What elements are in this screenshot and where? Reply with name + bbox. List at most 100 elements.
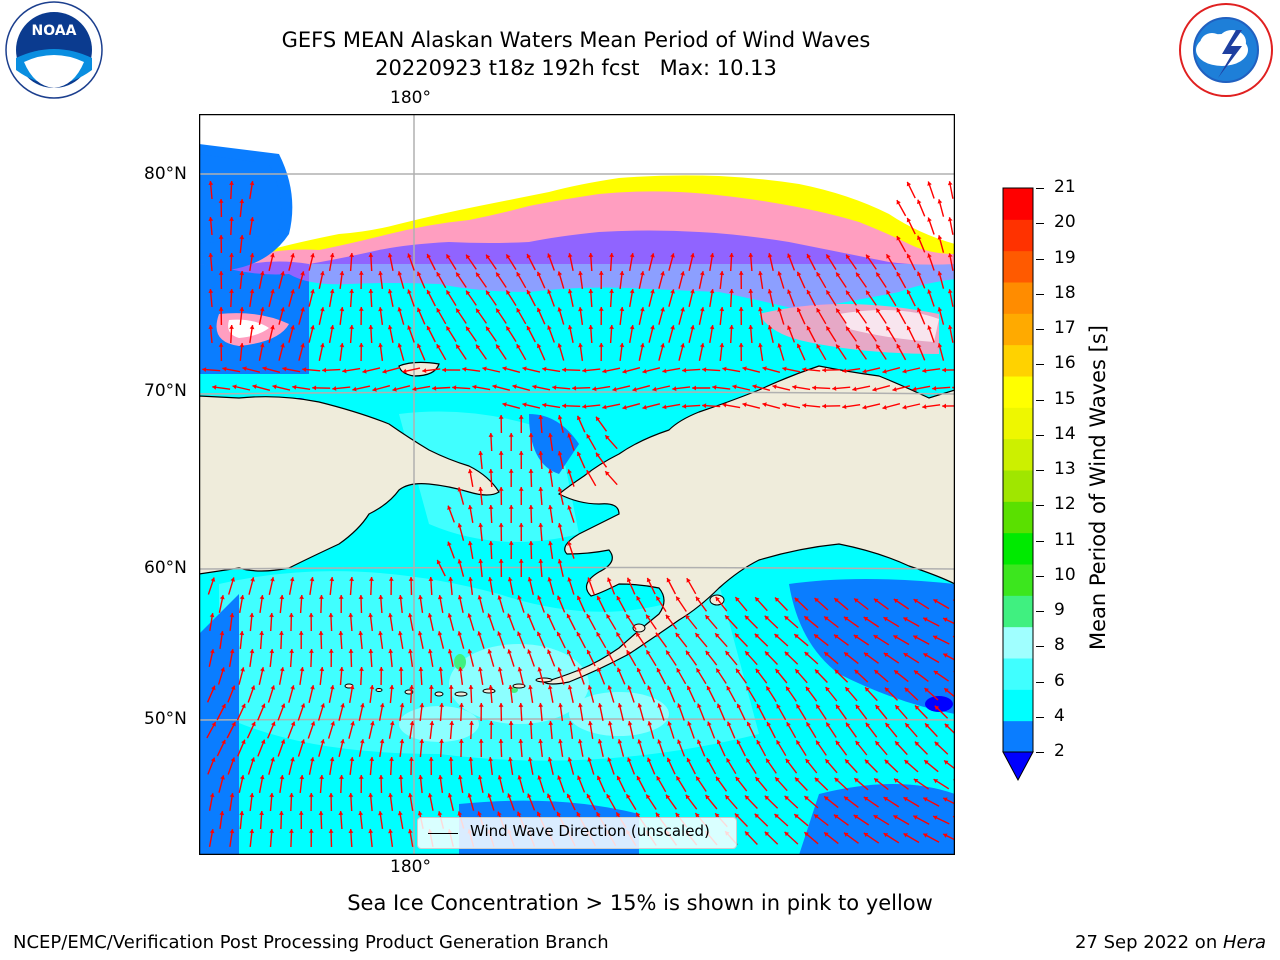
wave-direction-arrowhead: [557, 343, 563, 348]
wave-direction-arrowhead: [766, 686, 771, 691]
wave-direction-arrowhead: [537, 595, 542, 600]
wave-direction-arrowhead: [310, 253, 315, 258]
wave-direction-arrowhead: [826, 290, 831, 295]
wave-direction-arrowhead: [202, 367, 207, 372]
wave-direction-arrowhead: [742, 402, 747, 408]
wave-direction-arrowhead: [640, 271, 645, 276]
wave-direction-arrowhead: [557, 487, 563, 492]
wave-direction-arrowhead: [557, 559, 563, 564]
wave-direction-arrowhead: [309, 649, 314, 653]
wave-direction-arrowhead: [378, 595, 384, 599]
colorbar-tick-label: 13: [1054, 459, 1076, 479]
wave-direction-arrowhead: [676, 668, 681, 673]
wave-direction-arrowhead: [642, 404, 647, 410]
wave-direction-arrowhead: [602, 404, 607, 410]
wave-direction-arrowhead: [209, 793, 215, 798]
wave-direction-arrowhead: [518, 451, 524, 455]
wave-direction-arrowhead: [209, 829, 215, 834]
wave-direction-arrowhead: [488, 721, 494, 725]
wave-direction-arrowhead: [218, 235, 224, 239]
wave-direction-arrowhead: [498, 739, 504, 743]
wave-direction-arrowhead: [588, 253, 594, 257]
wave-direction-arrowhead: [896, 236, 901, 241]
wave-direction-arrowhead: [912, 386, 917, 392]
wave-direction-arrowhead: [388, 577, 394, 581]
wave-direction-arrowhead: [578, 343, 583, 348]
wave-direction-arrowhead: [290, 253, 295, 258]
wave-direction-arrowhead: [467, 613, 472, 618]
wave-direction-arrowhead: [249, 253, 255, 258]
wave-direction-arrowhead: [762, 402, 767, 407]
wave-direction-arrowhead: [339, 307, 345, 312]
wave-direction-arrowhead: [508, 721, 514, 725]
wave-direction-arrowhead: [508, 469, 514, 473]
lat-label-70: 70°N: [144, 381, 187, 401]
wave-direction-arrowhead: [427, 793, 433, 798]
colorbar-tick-label: 2: [1054, 741, 1065, 761]
colorbar-tick-label: 6: [1054, 670, 1065, 691]
wave-direction-arrowhead: [508, 433, 514, 437]
wave-direction-arrowhead: [715, 813, 720, 818]
colorbar-tick-label: 18: [1054, 282, 1076, 303]
wave-direction-arrowhead: [259, 595, 265, 600]
wave-direction-arrowhead: [716, 739, 722, 745]
wave-direction-arrowhead: [418, 595, 423, 600]
wave-direction-arrowhead: [709, 289, 715, 294]
wave-direction-arrowhead: [927, 253, 932, 258]
wave-direction-arrowhead: [836, 308, 841, 313]
wave-direction-arrowhead: [662, 404, 667, 410]
wave-direction-arrowhead: [670, 325, 675, 330]
wave-direction-arrowhead: [512, 384, 517, 389]
wave-direction-arrowhead: [389, 685, 395, 690]
wave-direction-arrowhead: [646, 577, 652, 583]
wave-direction-arrowhead: [557, 415, 563, 420]
wave-direction-arrowhead: [542, 402, 547, 408]
wave-direction-arrowhead: [497, 775, 503, 780]
chart-title: GEFS MEAN Alaskan Waters Mean Period of …: [281, 28, 871, 52]
wave-direction-arrowhead: [378, 811, 383, 816]
wave-direction-arrowhead: [864, 652, 869, 657]
wave-direction-arrowhead: [498, 703, 504, 707]
wave-direction-arrowhead: [719, 343, 725, 348]
wave-direction-arrowhead: [496, 344, 501, 349]
colorbar-tick-mark: [1036, 716, 1044, 718]
wave-direction-arrowhead: [370, 721, 375, 726]
colorbar-band: [1003, 313, 1033, 346]
wave-direction-arrowhead: [269, 793, 275, 797]
svg-text:NOAA: NOAA: [32, 23, 77, 39]
wave-direction-arrowhead: [339, 343, 345, 348]
wave-direction-arrowhead: [477, 811, 482, 816]
wave-direction-arrowhead: [538, 451, 544, 455]
wave-direction-arrowhead: [290, 757, 295, 762]
wave-direction-arrowhead: [290, 325, 295, 330]
wave-direction-arrowhead: [836, 272, 841, 277]
wave-direction-arrowhead: [457, 523, 463, 528]
wave-direction-arrowhead: [312, 385, 317, 391]
wave-direction-arrowhead: [468, 685, 474, 689]
wave-direction-arrowhead: [299, 775, 305, 780]
wave-direction-arrowhead: [832, 386, 837, 391]
wave-direction-arrowhead: [626, 577, 632, 583]
wave-direction-arrowhead: [349, 253, 354, 257]
wave-direction-arrowhead: [933, 635, 938, 640]
wave-direction-arrowhead: [616, 812, 621, 817]
wave-direction-arrowhead: [776, 704, 781, 709]
wave-direction-arrowhead: [588, 325, 594, 329]
wave-direction-arrowhead: [468, 757, 474, 761]
wave-direction-arrowhead: [358, 307, 364, 311]
wave-direction-arrowhead: [497, 667, 503, 672]
wave-direction-arrowhead: [806, 722, 811, 727]
wave-direction-arrowhead: [699, 271, 705, 276]
wave-direction-arrowhead: [775, 669, 780, 674]
wave-direction-arrowhead: [774, 634, 779, 639]
wave-direction-arrowhead: [834, 777, 839, 783]
wave-direction-arrowhead: [636, 596, 641, 601]
wave-direction-arrowhead: [557, 451, 563, 456]
wave-direction-arrowhead: [825, 687, 830, 692]
wave-direction-arrowhead: [492, 384, 497, 389]
wave-direction-arrowhead: [422, 368, 427, 373]
wave-direction-arrowhead: [349, 685, 355, 690]
wave-direction-arrowhead: [660, 343, 665, 348]
wave-direction-arrowhead: [477, 775, 483, 780]
wave-direction-arrowhead: [467, 793, 473, 798]
